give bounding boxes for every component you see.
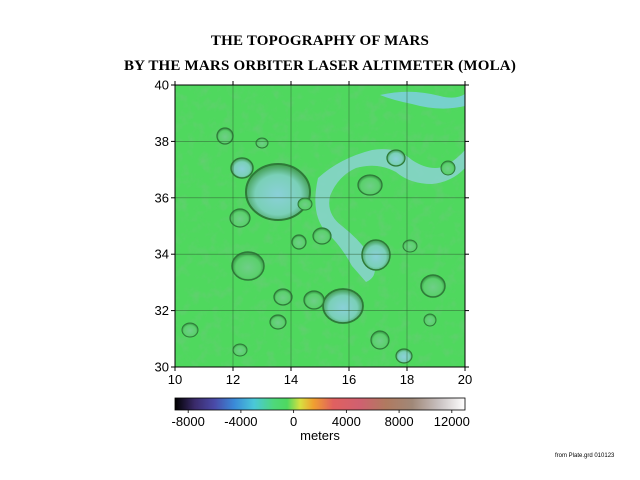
x-tick-label: 16 bbox=[342, 372, 356, 387]
crater bbox=[303, 290, 325, 310]
crater bbox=[395, 348, 413, 364]
y-tick-label: 40 bbox=[155, 78, 169, 93]
colorbar-gradient bbox=[174, 397, 466, 411]
crater bbox=[423, 313, 437, 327]
y-tick-label: 30 bbox=[155, 360, 169, 375]
crater-large bbox=[245, 163, 311, 221]
valley-channel bbox=[315, 149, 465, 282]
x-tick-label: 20 bbox=[458, 372, 472, 387]
colorbar-labels: -8000 -4000 0 4000 8000 12000 bbox=[172, 414, 470, 429]
crater bbox=[386, 149, 406, 167]
crater bbox=[312, 227, 332, 245]
y-tick-label: 32 bbox=[155, 303, 169, 318]
crater bbox=[229, 208, 251, 228]
x-tick-label: 14 bbox=[284, 372, 298, 387]
source-credit: from Plate.grd 010123 bbox=[555, 453, 615, 459]
axis-ticks bbox=[171, 81, 469, 371]
colorbar-tick-label: -4000 bbox=[224, 414, 257, 429]
topography-map bbox=[175, 85, 465, 367]
crater-large bbox=[322, 288, 364, 324]
colorbar-tick-label: 0 bbox=[290, 414, 297, 429]
colorbar-tick-label: 4000 bbox=[332, 414, 361, 429]
colorbar-tick-label: 12000 bbox=[434, 414, 470, 429]
crater bbox=[230, 157, 254, 179]
colorbar-tick-label: -8000 bbox=[172, 414, 205, 429]
map-frame bbox=[174, 84, 466, 368]
crater bbox=[370, 330, 390, 350]
axis-labels: 10 12 14 16 18 20 30 32 34 36 38 40 bbox=[155, 78, 473, 388]
colorbar: -8000 -4000 0 4000 8000 12000 meters bbox=[172, 397, 470, 443]
terrain-texture bbox=[175, 85, 465, 367]
crater bbox=[269, 314, 287, 330]
crater bbox=[291, 234, 307, 250]
crater bbox=[273, 288, 293, 306]
x-tick-label: 12 bbox=[226, 372, 240, 387]
map-title-line2: BY THE MARS ORBITER LASER ALTIMETER (MOL… bbox=[123, 58, 517, 74]
y-tick-label: 34 bbox=[155, 247, 169, 262]
crater-group bbox=[181, 127, 456, 364]
crater bbox=[357, 174, 383, 196]
crater bbox=[181, 322, 199, 338]
crater bbox=[255, 137, 269, 149]
colorbar-unit-label: meters bbox=[300, 428, 340, 443]
y-tick-label: 38 bbox=[155, 134, 169, 149]
colorbar-ticks bbox=[187, 410, 453, 413]
crater bbox=[361, 239, 391, 271]
crater bbox=[231, 251, 265, 281]
x-tick-label: 10 bbox=[168, 372, 182, 387]
y-tick-label: 36 bbox=[155, 190, 169, 205]
crater bbox=[420, 274, 446, 298]
valley-north bbox=[380, 91, 465, 109]
graticule bbox=[175, 85, 465, 367]
crater bbox=[402, 239, 418, 253]
crater bbox=[232, 343, 248, 357]
colorbar-tick-label: 8000 bbox=[385, 414, 414, 429]
crater bbox=[297, 197, 313, 211]
x-tick-label: 18 bbox=[400, 372, 414, 387]
map-title-line1: THE TOPOGRAPHY OF MARS bbox=[210, 33, 430, 49]
crater bbox=[440, 160, 456, 176]
